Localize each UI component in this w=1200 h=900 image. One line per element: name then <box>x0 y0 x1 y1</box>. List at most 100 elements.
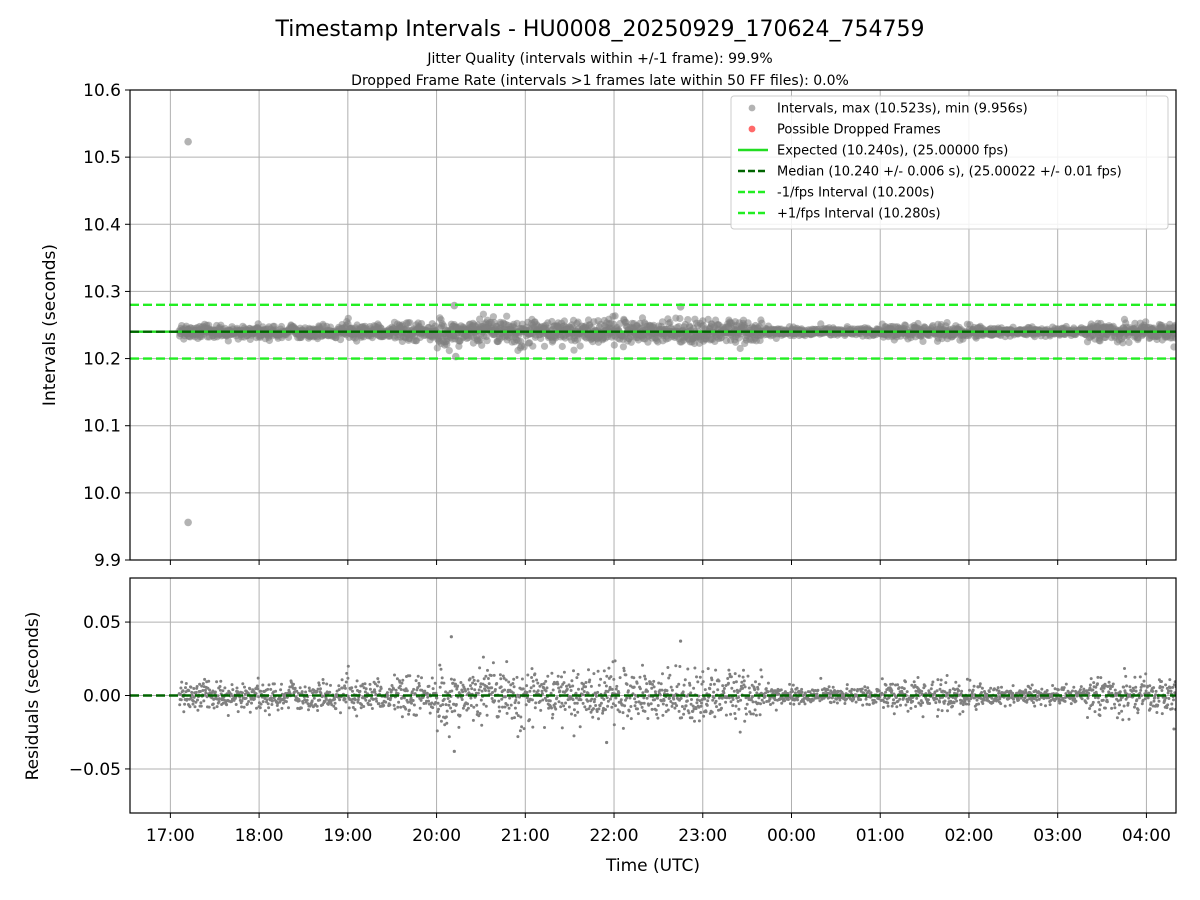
residual-point <box>411 699 415 702</box>
residual-point <box>583 705 587 709</box>
residual-point <box>1101 689 1105 693</box>
residual-point <box>602 669 606 673</box>
residual-point <box>507 706 511 710</box>
residual-point <box>323 699 327 703</box>
residual-point <box>1098 703 1102 707</box>
residual-point <box>510 716 514 720</box>
residual-point <box>685 699 689 703</box>
residual-point <box>980 691 984 694</box>
residual-point <box>442 681 446 685</box>
residual-point <box>766 681 770 685</box>
residual-point <box>866 686 870 690</box>
x-tick-label: 21:00 <box>501 826 550 846</box>
residual-point <box>899 703 902 707</box>
residual-point <box>690 716 694 720</box>
residual-point <box>687 711 691 715</box>
residual-point <box>624 673 628 677</box>
residual-point <box>334 707 338 711</box>
residual-point <box>452 678 456 682</box>
residual-point <box>1140 694 1143 698</box>
legend-label: Expected (10.240s), (25.00000 fps) <box>777 144 1008 159</box>
residual-point <box>528 689 532 693</box>
residual-point <box>716 688 720 692</box>
residual-point <box>243 692 247 696</box>
interval-point <box>574 335 582 343</box>
residual-point <box>835 701 839 705</box>
residual-point <box>1147 691 1151 695</box>
residual-point <box>415 688 419 692</box>
residual-point <box>703 697 707 701</box>
residual-point <box>491 661 495 665</box>
residual-point <box>449 706 453 710</box>
residual-point <box>786 692 790 695</box>
residual-point <box>650 707 654 711</box>
residual-point <box>445 709 449 713</box>
residual-point <box>447 735 451 739</box>
residual-point <box>926 698 930 702</box>
legend: Intervals, max (10.523s), min (9.956s)Po… <box>730 95 1169 230</box>
residual-point <box>569 689 573 692</box>
residual-point <box>364 687 368 691</box>
residual-point <box>364 698 368 702</box>
residual-point <box>597 707 601 711</box>
residual-point <box>1160 680 1163 683</box>
residual-point <box>671 702 675 705</box>
residual-point <box>435 729 439 733</box>
residual-point <box>829 701 833 705</box>
residual-point <box>679 696 683 700</box>
residual-point <box>185 697 189 701</box>
residual-point <box>466 687 470 691</box>
intervals-axes-frame <box>129 89 1177 561</box>
residual-point <box>439 667 443 671</box>
residual-point <box>542 682 546 686</box>
residual-point <box>1098 708 1102 712</box>
residual-point <box>695 701 699 705</box>
residual-point <box>1088 707 1092 710</box>
residual-point <box>1012 700 1016 704</box>
residual-point <box>195 685 199 688</box>
residual-point <box>727 696 731 700</box>
interval-point <box>417 320 426 328</box>
interval-point <box>483 337 491 345</box>
residual-point <box>407 708 411 712</box>
residual-point <box>634 700 638 704</box>
intervals-y-tick-label: 10.6 <box>83 81 121 101</box>
residual-point <box>1141 698 1145 702</box>
residual-point <box>882 706 885 709</box>
residual-point <box>1172 698 1175 702</box>
residual-point <box>425 691 429 695</box>
residual-point <box>325 682 329 686</box>
x-tick-label: 03:00 <box>1033 826 1082 846</box>
residual-point <box>877 689 881 693</box>
residual-point <box>749 712 753 716</box>
interval-point <box>1172 324 1176 332</box>
residual-point <box>221 689 225 693</box>
residual-point <box>605 696 609 700</box>
residual-point <box>948 688 952 692</box>
residual-point <box>621 711 625 715</box>
residual-point <box>1117 711 1121 715</box>
residual-point <box>464 689 467 693</box>
residual-point <box>517 701 521 705</box>
residual-point <box>412 687 416 691</box>
residual-point <box>581 693 585 697</box>
residual-point <box>605 674 609 678</box>
residual-point <box>562 681 566 685</box>
residual-point <box>439 719 443 723</box>
residual-point <box>865 702 869 706</box>
residual-point <box>832 700 836 704</box>
residual-point <box>838 698 842 702</box>
residual-point <box>1167 689 1170 693</box>
residual-point <box>732 681 736 684</box>
residual-point <box>382 704 386 707</box>
residual-point <box>410 701 413 705</box>
residual-point <box>184 686 187 690</box>
residual-point <box>669 700 673 703</box>
residual-point <box>1131 686 1135 690</box>
residual-point <box>218 697 221 701</box>
residual-point <box>693 666 697 670</box>
residual-point <box>978 684 982 688</box>
residual-point <box>1051 684 1055 687</box>
residual-point <box>655 712 659 716</box>
residual-point <box>427 699 430 703</box>
